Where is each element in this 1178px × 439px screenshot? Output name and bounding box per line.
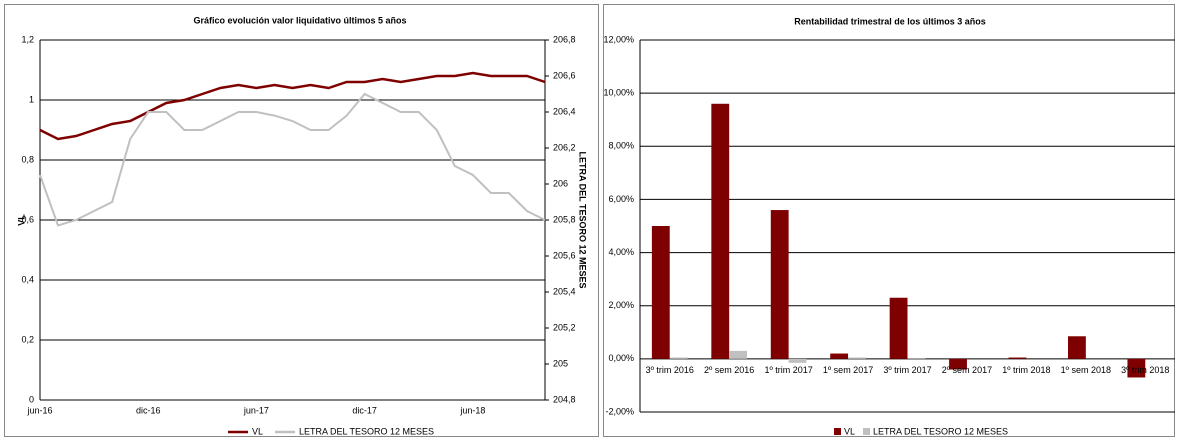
x-tick-label: 2º sem 2016 (704, 365, 754, 375)
y-tick-label: 0,4 (21, 274, 34, 284)
y2-tick-label: 206,6 (553, 70, 576, 80)
legend-swatch (863, 428, 871, 435)
x-tick-label: 1º sem 2017 (823, 365, 873, 375)
y-tick-label: 0 (29, 394, 34, 404)
y-tick-label: 0,2 (21, 334, 34, 344)
y-tick-label: -2,00% (605, 406, 634, 416)
y-tick-label: 2,00% (608, 300, 634, 310)
x-tick-label: jun-17 (243, 405, 269, 415)
y-tick-label: 8,00% (608, 141, 634, 151)
x-tick-label: jun-16 (26, 405, 52, 415)
y-tick-label: 6,00% (608, 194, 634, 204)
y-tick-label: 0,00% (608, 353, 634, 363)
chart-title: Rentabilidad trimestral de los últimos 3… (794, 16, 986, 26)
y2-tick-label: 206 (553, 178, 568, 188)
bar (1008, 357, 1027, 359)
legend-label: LETRA DEL TESORO 12 MESES (299, 426, 434, 436)
y2-tick-label: 205,8 (553, 214, 576, 224)
y-tick-label: 4,00% (608, 247, 634, 257)
bar (830, 353, 849, 359)
bar (907, 358, 926, 359)
series-line (39, 71, 546, 141)
y2-axis-title: LETRA DEL TESORO 12 MESES (578, 151, 588, 288)
legend-label: VL (844, 426, 855, 436)
x-tick-label: 3º trim 2018 (1121, 365, 1169, 375)
y-tick-label: 1 (29, 94, 34, 104)
right-panel (603, 4, 1175, 437)
bar (669, 357, 688, 359)
y-tick-label: 0,6 (21, 214, 34, 224)
y-tick-label: 1,2 (21, 34, 34, 44)
bar (651, 226, 670, 359)
legend-label: LETRA DEL TESORO 12 MESES (873, 426, 1008, 436)
legend-label: VL (252, 426, 263, 436)
x-tick-label: 1º sem 2018 (1061, 365, 1111, 375)
y2-tick-label: 206,4 (553, 106, 576, 116)
x-tick-label: dic-17 (352, 405, 377, 415)
x-tick-label: dic-16 (136, 405, 161, 415)
x-tick-label: 1º trim 2017 (764, 365, 812, 375)
x-tick-label: 3º trim 2016 (646, 365, 694, 375)
bar (788, 358, 807, 363)
bar (770, 210, 789, 359)
legend-swatch (834, 428, 841, 435)
y2-tick-label: 204,8 (553, 394, 576, 404)
y-axis-title: VL (16, 214, 26, 226)
bar (848, 357, 866, 359)
y2-tick-label: 205,4 (553, 286, 576, 296)
x-tick-label: 3º trim 2017 (883, 365, 931, 375)
bar (889, 297, 908, 359)
y2-tick-label: 206,8 (553, 34, 576, 44)
bar (1068, 336, 1086, 359)
y-tick-label: 12,00% (603, 34, 634, 44)
series-line (39, 92, 546, 227)
x-tick-label: jun-18 (459, 405, 485, 415)
y-tick-label: 10,00% (603, 88, 634, 98)
y-tick-label: 0,8 (21, 154, 34, 164)
x-tick-label: 2º sem 2017 (942, 365, 992, 375)
chart-title: Gráfico evolución valor liquidativo últi… (193, 15, 406, 25)
bar (949, 358, 967, 370)
x-tick-label: 1º trim 2018 (1002, 365, 1050, 375)
bar (711, 103, 730, 359)
bar (1127, 358, 1146, 378)
y2-tick-label: 205 (553, 358, 568, 368)
y2-tick-label: 205,6 (553, 250, 576, 260)
bar (729, 350, 747, 359)
y2-tick-label: 205,2 (553, 322, 576, 332)
y2-tick-label: 206,2 (553, 142, 576, 152)
